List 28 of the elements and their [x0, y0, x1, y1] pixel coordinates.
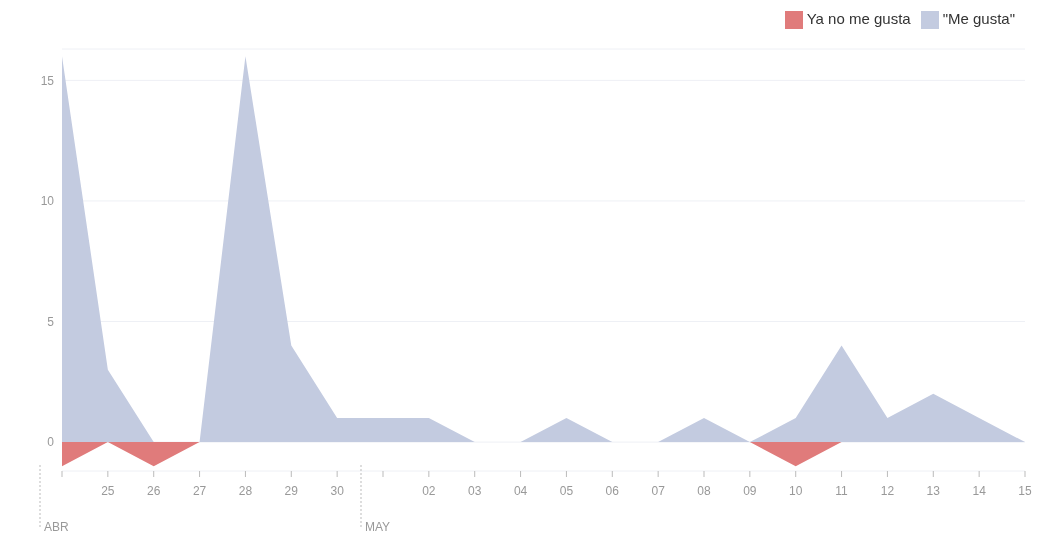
x-tick-label: 07	[651, 484, 666, 498]
x-tick-label: 10	[789, 484, 803, 498]
legend-label: "Me gusta"	[942, 10, 1015, 27]
y-tick-label: 10	[40, 194, 55, 209]
y-tick-label: 0	[47, 435, 55, 450]
x-tick-label: 29	[284, 484, 299, 498]
x-tick-label: 15	[1018, 484, 1032, 498]
x-tick-label: 11	[835, 484, 849, 498]
x-tick-label: 04	[513, 484, 528, 498]
x-tick-label: 26	[147, 484, 161, 498]
y-tick-label: 5	[47, 314, 55, 329]
x-tick-label: 05	[559, 484, 574, 498]
x-tick-label: 27	[192, 484, 207, 498]
x-tick-label: 14	[972, 484, 987, 498]
x-tick-label: 30	[330, 484, 345, 498]
x-tick-label: 08	[697, 484, 711, 498]
x-tick-label: 09	[743, 484, 757, 498]
x-tick-label: 25	[101, 484, 115, 498]
x-tick-label: 06	[605, 484, 620, 498]
x-tick-label: 02	[422, 484, 436, 498]
x-tick-label: 13	[926, 484, 941, 498]
legend-label: Ya no me gusta	[806, 10, 911, 27]
x-tick-label: 12	[880, 484, 895, 498]
x-tick-label: 03	[468, 484, 482, 498]
text: ABR	[44, 520, 70, 534]
text: MAY	[365, 520, 391, 534]
y-tick-label: 15	[40, 73, 55, 88]
x-tick-label: 28	[238, 484, 253, 498]
